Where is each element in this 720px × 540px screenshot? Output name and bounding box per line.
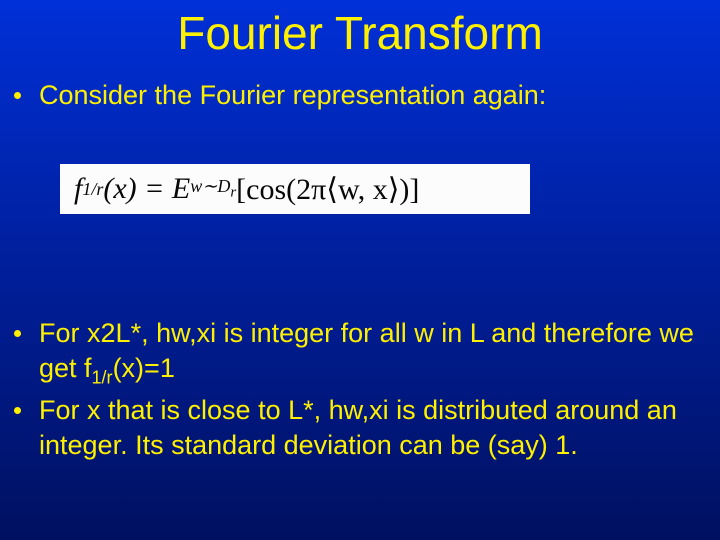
bullet-dot [14, 92, 21, 99]
formula-sub2: w∼Dr [190, 176, 236, 202]
list-item: Consider the Fourier representation agai… [14, 78, 706, 113]
bullet-text: Consider the Fourier representation agai… [39, 78, 546, 113]
formula-xeq: (x) = E [103, 172, 190, 206]
slide-title: Fourier Transform [0, 6, 720, 60]
list-item: For x2L*, hw,xi is integer for all w in … [14, 316, 706, 389]
bullet-dot [14, 407, 21, 414]
bullet-text: For x that is close to L*, hw,xi is dist… [39, 393, 706, 462]
formula-f: f [74, 172, 82, 206]
list-item: For x that is close to L*, hw,xi is dist… [14, 393, 706, 462]
formula-sub1: 1/r [82, 179, 103, 200]
bullet-text: For x2L*, hw,xi is integer for all w in … [39, 316, 706, 389]
formula-cos: [cos(2π⟨w, x⟩)] [236, 172, 419, 207]
bullet-list-1: Consider the Fourier representation agai… [14, 78, 706, 113]
bullet-dot [14, 330, 21, 337]
bullet-list-2: For x2L*, hw,xi is integer for all w in … [14, 316, 706, 462]
formula-image: f1/r(x) = Ew∼Dr [cos(2π⟨w, x⟩)] [60, 164, 530, 214]
